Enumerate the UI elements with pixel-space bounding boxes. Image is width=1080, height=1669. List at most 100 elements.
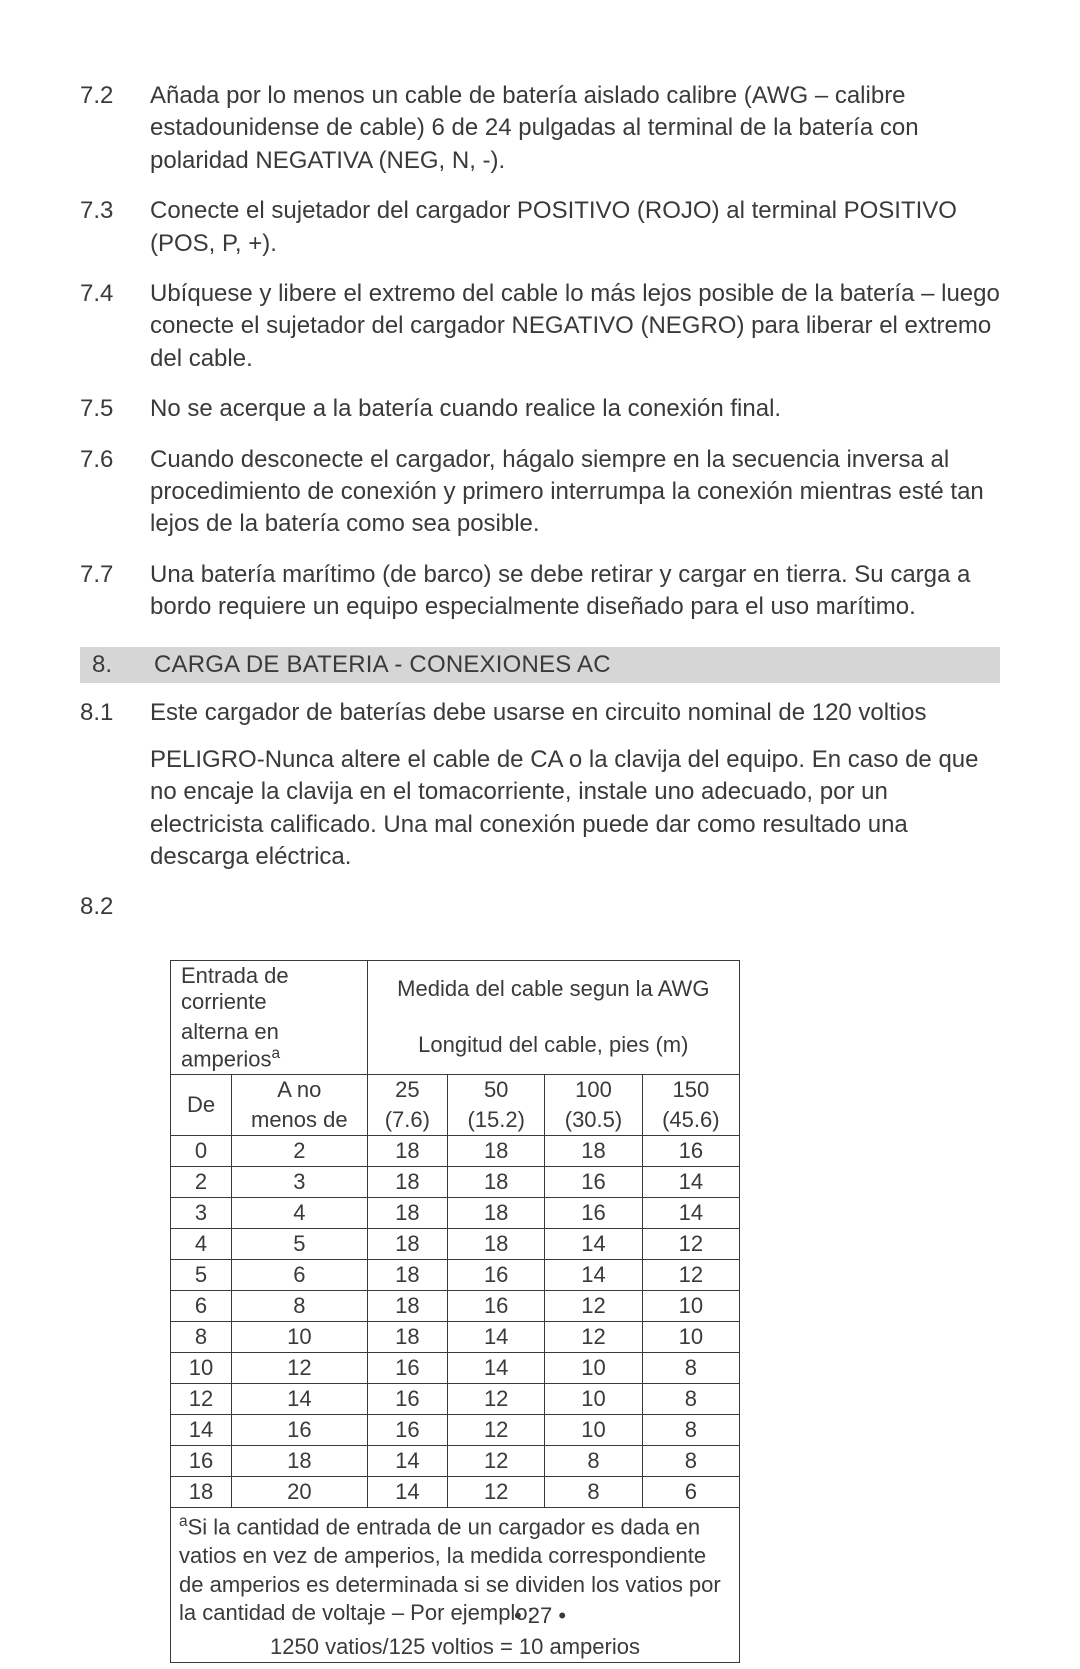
table-cell: 16 [232,1415,368,1446]
list-item: 7.7Una batería marítimo (de barco) se de… [80,559,1000,624]
table-cell: 18 [448,1136,545,1167]
table-cell: 6 [642,1477,739,1508]
table-cell: 18 [367,1198,447,1229]
table-row: 12141612108 [171,1384,740,1415]
item-body: Una batería marítimo (de barco) se debe … [150,559,1000,624]
table-cell: 8 [642,1446,739,1477]
table-cell: 12 [171,1384,232,1415]
table-cell: 4 [232,1198,368,1229]
page: 7.2Añada por lo menos un cable de baterí… [0,0,1080,1669]
item-body: Este cargador de baterías debe usarse en… [150,697,1000,873]
item-paragraph: Conecte el sujetador del cargador POSITI… [150,195,1000,260]
item-paragraph: Cuando desconecte el cargador, hágalo si… [150,444,1000,541]
table-cell: 14 [448,1322,545,1353]
table-cell: 18 [367,1291,447,1322]
item-body: Cuando desconecte el cargador, hágalo si… [150,444,1000,541]
list-item: 8.2 [80,891,1000,923]
table-cell: 12 [642,1260,739,1291]
table-cell: 14 [545,1260,642,1291]
table-cell: 18 [367,1322,447,1353]
table-cell: 20 [232,1477,368,1508]
table-cell: 14 [642,1167,739,1198]
table-row: 3418181614 [171,1198,740,1229]
table-cell: 0 [171,1136,232,1167]
item-number: 7.4 [80,278,150,375]
table-length-header-m: (45.6) [642,1105,739,1136]
table-cell: 16 [545,1198,642,1229]
table-cell: 14 [171,1415,232,1446]
table-row: 6818161210 [171,1291,740,1322]
list-item: 7.5No se acerque a la batería cuando rea… [80,393,1000,425]
table-cell: 18 [367,1229,447,1260]
table-cell: 16 [171,1446,232,1477]
table-cell: 12 [448,1384,545,1415]
table-cell: 12 [545,1291,642,1322]
item-number: 7.2 [80,80,150,177]
table-cell: 18 [232,1446,368,1477]
item-body: Ubíquese y libere el extremo del cable l… [150,278,1000,375]
table-cell: 18 [448,1198,545,1229]
table-cell: 14 [545,1229,642,1260]
table-cell: 10 [545,1415,642,1446]
item-paragraph: PELIGRO-Nunca altere el cable de CA o la… [150,744,1000,874]
table-cell: 8 [545,1477,642,1508]
table-cell: 12 [448,1477,545,1508]
table-cell: 16 [545,1167,642,1198]
table-header-right-2: Longitud del cable, pies (m) [367,1017,739,1075]
table-cell: 18 [448,1229,545,1260]
table-subheader-ano-2: menos de [232,1105,368,1136]
table-row: 0218181816 [171,1136,740,1167]
item-body [150,891,1000,923]
table-row: 5618161412 [171,1260,740,1291]
table-cell: 18 [367,1136,447,1167]
table-header-left-1: Entrada de corriente [171,960,368,1017]
table-cell: 10 [642,1291,739,1322]
table-cell: 8 [642,1384,739,1415]
item-body: Añada por lo menos un cable de batería a… [150,80,1000,177]
table-row: 81018141210 [171,1322,740,1353]
table-cell: 8 [545,1446,642,1477]
table-header-left-2: alterna en amperiosa [171,1017,368,1075]
item-paragraph: Añada por lo menos un cable de batería a… [150,80,1000,177]
table-cell: 10 [642,1322,739,1353]
table-cell: 12 [232,1353,368,1384]
table-cell: 12 [448,1446,545,1477]
table-cell: 16 [642,1136,739,1167]
awg-table-wrap: Entrada de corrienteMedida del cable seg… [170,960,1000,1663]
table-cell: 14 [448,1353,545,1384]
item-number: 7.5 [80,393,150,425]
list-8: 8.1Este cargador de baterías debe usarse… [80,697,1000,923]
table-cell: 10 [545,1353,642,1384]
table-cell: 14 [367,1477,447,1508]
section-8-num: 8. [88,651,154,679]
table-cell: 16 [367,1353,447,1384]
table-header-right-1: Medida del cable segun la AWG [367,960,739,1017]
item-number: 7.7 [80,559,150,624]
list-item: 7.4Ubíquese y libere el extremo del cabl… [80,278,1000,375]
table-cell: 2 [232,1136,368,1167]
table-length-header: 150 [642,1075,739,1106]
table-row: 10121614108 [171,1353,740,1384]
table-length-header: 50 [448,1075,545,1106]
item-number: 7.3 [80,195,150,260]
list-item: 7.2Añada por lo menos un cable de baterí… [80,80,1000,177]
section-8-title: CARGA DE BATERIA - CONEXIONES AC [154,651,992,679]
awg-table: Entrada de corrienteMedida del cable seg… [170,960,740,1663]
table-cell: 6 [171,1291,232,1322]
table-subheader-ano-1: A no [232,1075,368,1106]
table-cell: 14 [642,1198,739,1229]
table-length-header-m: (7.6) [367,1105,447,1136]
table-cell: 12 [448,1415,545,1446]
item-paragraph: Una batería marítimo (de barco) se debe … [150,559,1000,624]
table-row: 1618141288 [171,1446,740,1477]
table-cell: 5 [232,1229,368,1260]
table-cell: 14 [232,1384,368,1415]
table-length-header-m: (15.2) [448,1105,545,1136]
table-cell: 18 [448,1167,545,1198]
list-item: 7.6Cuando desconecte el cargador, hágalo… [80,444,1000,541]
table-cell: 16 [448,1291,545,1322]
table-cell: 6 [232,1260,368,1291]
table-cell: 10 [545,1384,642,1415]
item-paragraph: Este cargador de baterías debe usarse en… [150,697,1000,729]
table-length-header-m: (30.5) [545,1105,642,1136]
